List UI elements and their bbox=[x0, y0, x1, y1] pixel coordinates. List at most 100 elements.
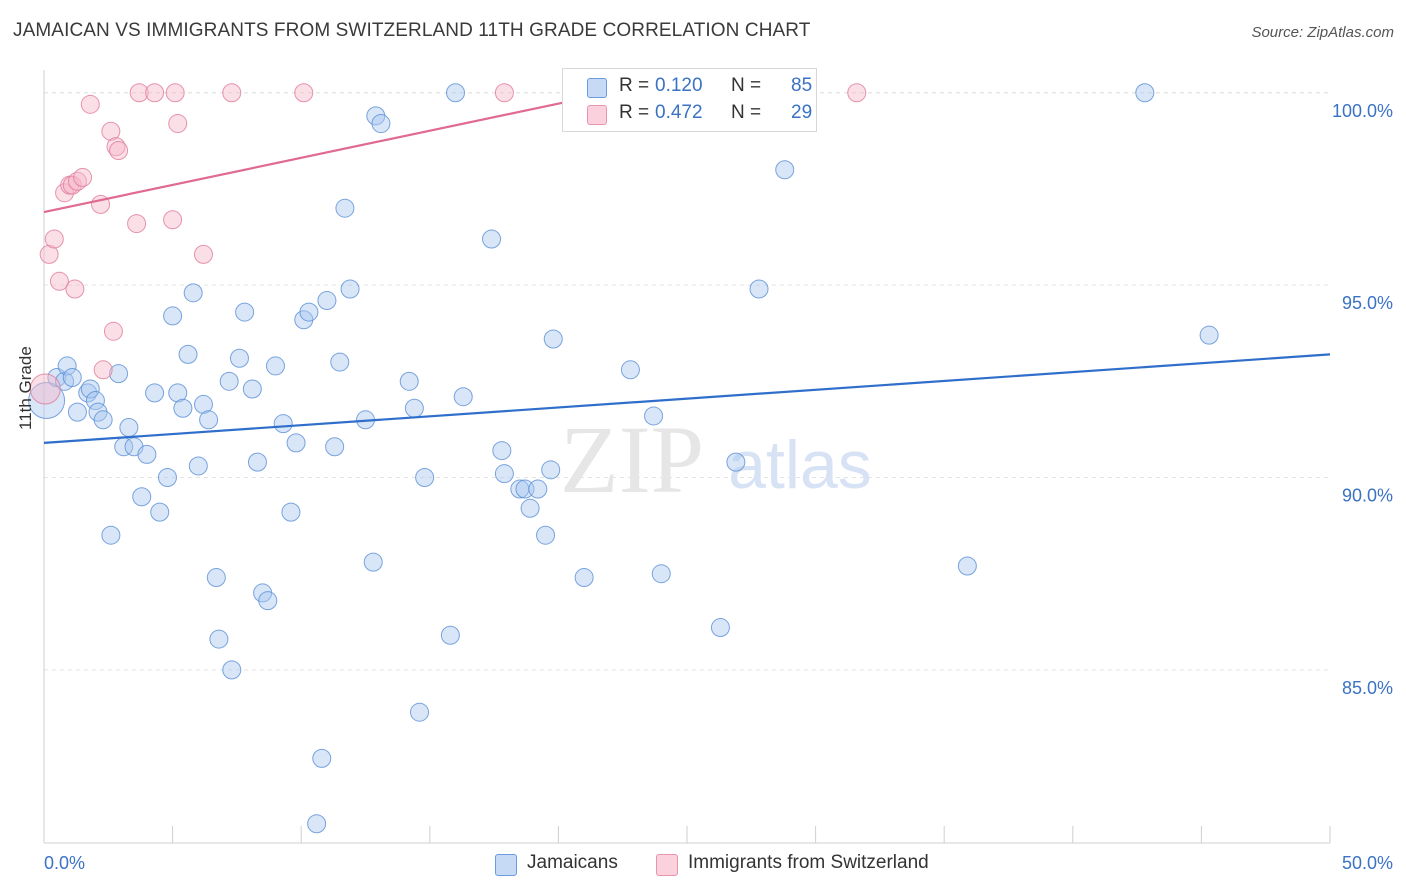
point-jamaicans bbox=[574, 568, 594, 588]
point-jamaicans bbox=[80, 379, 100, 399]
point-jamaicans bbox=[137, 444, 157, 464]
y-tick-label: 100.0% bbox=[1332, 101, 1393, 121]
legend-label-switzerland: Immigrants from Switzerland bbox=[688, 852, 929, 873]
point-jamaicans bbox=[286, 433, 306, 453]
legend-swatch-jamaicans bbox=[587, 78, 607, 98]
point-jamaicans bbox=[325, 437, 345, 457]
point-switzerland bbox=[44, 229, 64, 249]
point-jamaicans bbox=[440, 625, 460, 645]
point-jamaicans bbox=[1199, 325, 1219, 345]
correlation-legend: R = 0.120 N = 85 R = 0.472 N = 29 bbox=[562, 68, 817, 132]
point-jamaicans bbox=[145, 383, 165, 403]
point-jamaicans bbox=[265, 356, 285, 376]
trendline-jamaicans bbox=[43, 353, 1331, 444]
point-jamaicans bbox=[173, 398, 193, 418]
point-jamaicans bbox=[482, 229, 502, 249]
trend-lines bbox=[43, 91, 1331, 444]
point-jamaicans bbox=[446, 83, 466, 103]
point-switzerland bbox=[165, 83, 185, 103]
point-jamaicans bbox=[199, 410, 219, 430]
point-switzerland bbox=[168, 114, 188, 134]
point-jamaicans bbox=[340, 279, 360, 299]
point-jamaicans bbox=[229, 348, 249, 368]
point-jamaicans bbox=[163, 306, 183, 326]
point-jamaicans bbox=[749, 279, 769, 299]
point-jamaicans bbox=[273, 414, 293, 434]
point-switzerland bbox=[103, 321, 123, 341]
point-jamaicans bbox=[157, 468, 177, 488]
point-jamaicans bbox=[410, 702, 430, 722]
point-jamaicans bbox=[335, 198, 355, 218]
point-switzerland bbox=[62, 175, 82, 195]
point-switzerland bbox=[39, 244, 59, 264]
point-jamaicans bbox=[183, 283, 203, 303]
point-jamaicans bbox=[710, 618, 730, 638]
point-switzerland bbox=[494, 83, 514, 103]
point-jamaicans bbox=[371, 114, 391, 134]
legend-r-label: R = bbox=[619, 102, 650, 123]
tick-labels: 85.0% 90.0% 95.0% 100.0% 0.0% 50.0% bbox=[44, 101, 1393, 873]
point-jamaicans bbox=[330, 352, 350, 372]
point-switzerland bbox=[93, 360, 113, 380]
point-jamaicans bbox=[132, 487, 152, 507]
point-jamaicans bbox=[235, 302, 255, 322]
point-jamaicans bbox=[168, 383, 188, 403]
point-switzerland bbox=[127, 214, 147, 234]
y-tick-label: 85.0% bbox=[1342, 678, 1393, 698]
legend-r-value: 0.472 bbox=[655, 102, 703, 123]
point-jamaicans bbox=[119, 417, 139, 437]
legend-label-jamaicans: Jamaicans bbox=[527, 852, 618, 873]
legend-r-label: R = bbox=[619, 75, 650, 96]
point-jamaicans bbox=[543, 329, 563, 349]
point-jamaicans bbox=[57, 356, 77, 376]
point-jamaicans bbox=[178, 344, 198, 364]
point-jamaicans bbox=[317, 291, 337, 311]
watermark-zip: ZIP bbox=[560, 406, 704, 513]
point-jamaicans bbox=[188, 456, 208, 476]
chart-title: JAMAICAN VS IMMIGRANTS FROM SWITZERLAND … bbox=[13, 20, 811, 41]
point-jamaicans bbox=[312, 748, 332, 768]
point-jamaicans bbox=[494, 464, 514, 484]
point-switzerland bbox=[145, 83, 165, 103]
point-jamaicans bbox=[536, 525, 556, 545]
legend-n-value: 29 bbox=[791, 102, 813, 123]
point-jamaicans bbox=[957, 556, 977, 576]
point-jamaicans bbox=[415, 468, 435, 488]
point-jamaicans bbox=[399, 371, 419, 391]
point-jamaicans bbox=[281, 502, 301, 522]
point-switzerland bbox=[29, 373, 61, 405]
point-jamaicans bbox=[193, 394, 213, 414]
point-jamaicans bbox=[404, 398, 424, 418]
legend-swatch-switzerland bbox=[587, 105, 607, 125]
y-axis-label: 11th Grade bbox=[16, 346, 35, 430]
point-jamaicans bbox=[453, 387, 473, 407]
point-switzerland bbox=[163, 210, 183, 230]
watermark: ZIP atlas bbox=[560, 406, 872, 513]
point-switzerland bbox=[67, 171, 87, 191]
point-jamaicans bbox=[101, 525, 121, 545]
point-jamaicans bbox=[109, 364, 129, 384]
point-switzerland bbox=[294, 83, 314, 103]
legend-r-value: 0.120 bbox=[655, 75, 703, 96]
point-switzerland bbox=[193, 244, 213, 264]
legend-n-label: N = bbox=[731, 102, 762, 123]
point-jamaicans bbox=[93, 410, 113, 430]
point-jamaicans bbox=[775, 160, 795, 180]
legend-swatch-jamaicans bbox=[495, 854, 517, 876]
point-jamaicans bbox=[242, 379, 262, 399]
point-jamaicans bbox=[644, 406, 664, 426]
point-switzerland bbox=[101, 121, 121, 141]
point-switzerland bbox=[129, 83, 149, 103]
trendline-switzerland bbox=[43, 91, 611, 214]
point-jamaicans bbox=[299, 302, 319, 322]
point-jamaicans bbox=[28, 382, 66, 420]
legend-n-value: 85 bbox=[791, 75, 813, 96]
point-switzerland bbox=[65, 279, 85, 299]
point-jamaicans bbox=[1135, 83, 1155, 103]
point-switzerland bbox=[73, 167, 93, 187]
point-jamaicans bbox=[219, 371, 239, 391]
point-jamaicans bbox=[541, 460, 561, 480]
point-jamaicans bbox=[258, 591, 278, 611]
point-jamaicans bbox=[363, 552, 383, 572]
